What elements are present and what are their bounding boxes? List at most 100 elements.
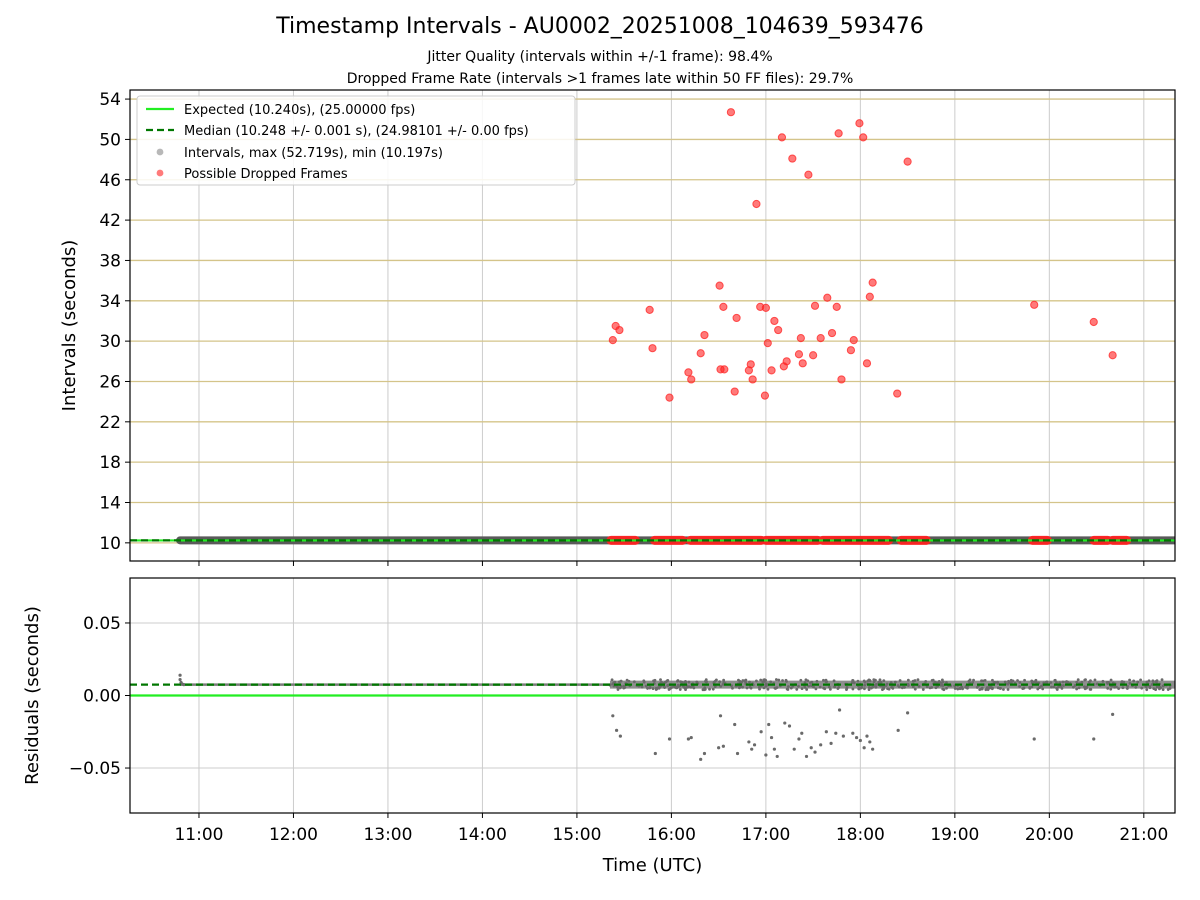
residual-point (1034, 678, 1038, 682)
residual-point (632, 680, 636, 684)
y-tick-label: 34 (99, 292, 121, 312)
dropped-frame-point-47 (859, 133, 868, 142)
jitter-quality-subtitle: Jitter Quality (intervals within +/-1 fr… (427, 49, 773, 65)
residual-point (748, 680, 751, 684)
negative-residual-point-24 (787, 724, 792, 728)
residual-point (799, 678, 803, 682)
negative-residual-point-7 (699, 757, 703, 761)
residual-point (985, 686, 989, 689)
residual-point (1023, 678, 1026, 682)
dropped-frame-point-55 (1108, 351, 1117, 360)
dropped-frame-point-41 (832, 302, 841, 311)
dropped-frame-point-53 (1030, 300, 1039, 309)
residual-point (884, 684, 888, 687)
dropped-frame-rate-subtitle: Dropped Frame Rate (intervals >1 frames … (346, 71, 854, 87)
legend-label-2: Intervals, max (52.719s), min (10.197s) (184, 146, 443, 161)
residual-point (1155, 679, 1159, 683)
residual-point (984, 688, 988, 692)
residual-point (867, 688, 871, 692)
residual-point (737, 686, 741, 690)
residual-point (646, 687, 649, 690)
residual-point (903, 686, 907, 689)
residual-point (975, 686, 979, 689)
residual-point (1083, 685, 1086, 689)
residual-point (1136, 680, 1140, 684)
residual-point (1041, 687, 1045, 691)
negative-residual-point-28 (804, 754, 809, 759)
residual-point (745, 686, 749, 690)
dropped-frame-point-51 (893, 389, 902, 398)
residual-point (900, 686, 904, 690)
residual-point (1076, 678, 1080, 682)
residual-point (1003, 680, 1007, 684)
residual-point (1075, 680, 1079, 684)
residual-point (968, 678, 972, 682)
residual-point (1147, 679, 1151, 683)
x-tick-label: 18:00 (836, 825, 885, 845)
residual-point (787, 685, 790, 688)
residual-point (867, 685, 871, 689)
residual-point (680, 680, 684, 684)
residual-point (718, 680, 722, 684)
y-tick-label: 10 (99, 534, 121, 554)
residual-point (769, 680, 773, 684)
residual-point (1055, 681, 1058, 684)
negative-residual-point-29 (809, 746, 813, 750)
residual-point (931, 678, 935, 682)
residual-point (762, 680, 766, 683)
x-tick-label: 15:00 (552, 825, 601, 845)
residual-point (1161, 688, 1165, 692)
residual-point (1077, 686, 1081, 690)
legend-box (136, 95, 576, 186)
residual-point (797, 684, 800, 688)
residual-point (803, 681, 807, 684)
residual-point (863, 683, 867, 687)
residual-point (1009, 678, 1013, 682)
residuals-y-axis-label: Residuals (seconds) (22, 606, 43, 785)
residual-point (1106, 686, 1110, 690)
residual-point (882, 687, 886, 691)
residual-point (610, 678, 614, 682)
y-tick-label: 22 (99, 413, 121, 433)
residual-point (777, 678, 781, 682)
residual-point (1021, 687, 1025, 690)
residual-point (1140, 686, 1144, 690)
dropped-frame-point-20 (752, 199, 761, 209)
residual-point (1058, 681, 1062, 685)
negative-residual-point-5 (686, 737, 691, 741)
intervals-axes-frame (129, 89, 1176, 562)
negative-residual-point-1 (614, 728, 619, 732)
residual-point (818, 685, 822, 689)
y-tick-label: 26 (99, 372, 121, 392)
residual-point (978, 688, 982, 692)
residual-point (1062, 684, 1065, 687)
x-tick-label: 17:00 (741, 825, 790, 845)
residual-point (1113, 685, 1117, 689)
residual-y-tick-label: 0.05 (83, 614, 121, 634)
y-tick-label: 30 (99, 332, 121, 352)
residual-point (1151, 679, 1155, 683)
negative-residual-point-20 (769, 735, 774, 740)
negative-residual-point-43 (871, 747, 875, 751)
residual-point (828, 687, 832, 691)
residual-point (1055, 688, 1059, 691)
residual-point (1122, 680, 1126, 684)
residual-point (784, 678, 788, 682)
residual-point (775, 686, 779, 690)
residual-point (879, 681, 883, 684)
residual-point (852, 681, 856, 685)
dropped-frame-point-48 (862, 359, 872, 368)
negative-residual-point-35 (837, 708, 842, 712)
residual-point (911, 679, 915, 683)
residual-point (1002, 688, 1005, 691)
residual-point (953, 687, 957, 690)
dropped-frame-point-14 (726, 108, 736, 117)
residual-point (911, 685, 915, 689)
legend-intervals-swatch (156, 148, 164, 156)
residual-point (863, 687, 866, 691)
residual-point (924, 680, 928, 683)
residual-point (1049, 681, 1053, 685)
residual-point (832, 679, 836, 683)
dropped-frame-point-27 (774, 325, 783, 335)
negative-residual-point-22 (775, 754, 779, 759)
